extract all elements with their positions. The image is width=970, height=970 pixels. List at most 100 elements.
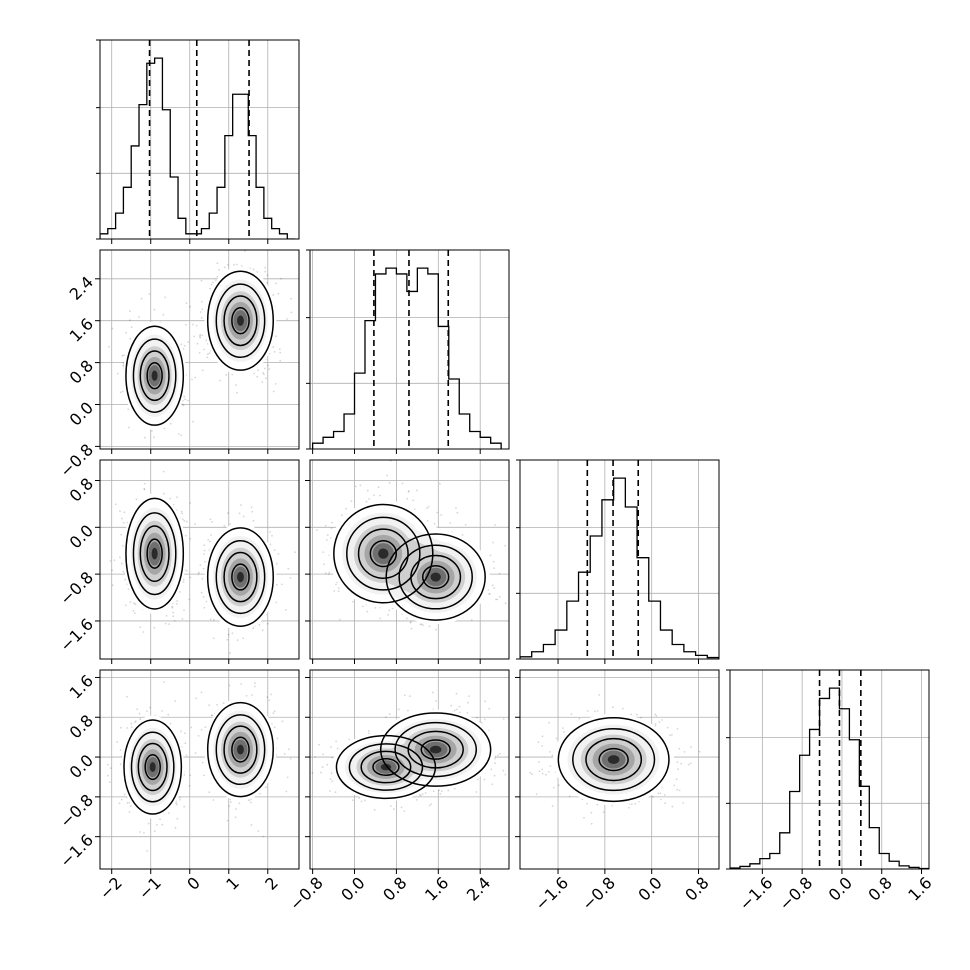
scatter-point (143, 832, 145, 834)
scatter-point (142, 631, 145, 633)
scatter-point (209, 287, 212, 290)
scatter-point (410, 621, 412, 623)
scatter-point (139, 831, 142, 833)
scatter-point (201, 577, 204, 580)
scatter-point (422, 624, 424, 626)
scatter-point (123, 793, 126, 796)
scatter-point (200, 316, 203, 319)
scatter-point (116, 372, 119, 375)
scatter-point (420, 623, 423, 626)
scatter-point (208, 540, 211, 543)
scatter-point (275, 601, 278, 604)
scatter-point (216, 275, 219, 278)
contour-line (139, 525, 170, 583)
scatter-point (204, 560, 206, 563)
scatter-point (184, 534, 187, 537)
panel-0-0 (96, 39, 300, 244)
scatter-point (108, 781, 111, 784)
scatter-point (377, 486, 380, 489)
scatter-point (207, 538, 210, 541)
scatter-point (266, 281, 269, 284)
y-tick-label: 2.4 (66, 272, 97, 303)
scatter-point (182, 581, 185, 583)
scatter-point (124, 578, 127, 581)
scatter-point (238, 512, 241, 515)
scatter-point (218, 268, 221, 271)
scatter-point (201, 308, 204, 311)
scatter-point (182, 518, 184, 521)
scatter-point (178, 591, 181, 593)
panel-frame (519, 459, 720, 660)
panel-1-1 (306, 249, 510, 454)
scatter-point (316, 529, 318, 531)
scatter-point (242, 515, 245, 518)
scatter-point (176, 817, 179, 820)
scatter-point (179, 796, 182, 799)
scatter-point (203, 553, 206, 555)
scatter-point (198, 352, 201, 354)
scatter-point (173, 620, 176, 622)
scatter-point (426, 507, 428, 509)
scatter-point (135, 720, 137, 722)
scatter-point (197, 573, 200, 575)
scatter-point (140, 297, 143, 300)
scatter-point (189, 576, 192, 579)
contour-line (346, 516, 421, 591)
scatter-point (253, 372, 256, 375)
scatter-point (275, 282, 277, 285)
scatter-point (127, 426, 130, 429)
scatter-point (210, 534, 212, 536)
scatter-point (331, 521, 333, 524)
scatter-point (162, 313, 165, 316)
scatter-point (133, 612, 136, 615)
y-tick-label: −0.8 (56, 568, 97, 609)
histogram-series (100, 57, 296, 239)
scatter-point (189, 305, 192, 308)
scatter-point (350, 500, 353, 503)
scatter-point (244, 250, 246, 252)
scatter-point (427, 505, 430, 508)
scatter-point (261, 381, 264, 383)
contour-line (357, 528, 409, 579)
scatter-point (120, 798, 123, 801)
scatter-point (407, 490, 410, 493)
scatter-point (266, 274, 269, 277)
scatter-point (153, 626, 156, 629)
scatter-point (120, 533, 122, 536)
scatter-point (172, 615, 175, 618)
scatter-point (116, 741, 118, 744)
scatter-point (267, 364, 270, 367)
scatter-point (130, 726, 133, 729)
scatter-point (196, 342, 199, 345)
scatter-point (271, 534, 273, 537)
scatter-point (109, 767, 112, 769)
scatter-point (236, 391, 238, 394)
scatter-point (216, 262, 219, 265)
scatter-point (210, 714, 213, 717)
scatter-point (204, 726, 207, 728)
scatter-point (235, 808, 237, 810)
scatter-point (290, 297, 292, 300)
scatter-point (236, 263, 238, 266)
contour-line (410, 554, 462, 600)
scatter-point (123, 511, 126, 514)
scatter-point (257, 369, 259, 371)
scatter-point (493, 567, 496, 569)
scatter-point (236, 639, 239, 641)
scatter-point (256, 375, 259, 378)
panel-2-1 (305, 459, 510, 664)
scatter-point (325, 539, 328, 541)
scatter-point (144, 436, 146, 439)
scatter-point (126, 802, 129, 804)
scatter-point (266, 622, 269, 625)
contour-line (132, 338, 177, 413)
scatter-point (495, 598, 497, 601)
scatter-point (368, 498, 370, 500)
density-fill (237, 315, 244, 326)
scatter-point (323, 563, 325, 566)
scatter-point (489, 554, 492, 557)
scatter-point (129, 319, 131, 322)
contour-line (333, 503, 434, 604)
scatter-point (273, 726, 276, 728)
scatter-point (306, 519, 308, 521)
